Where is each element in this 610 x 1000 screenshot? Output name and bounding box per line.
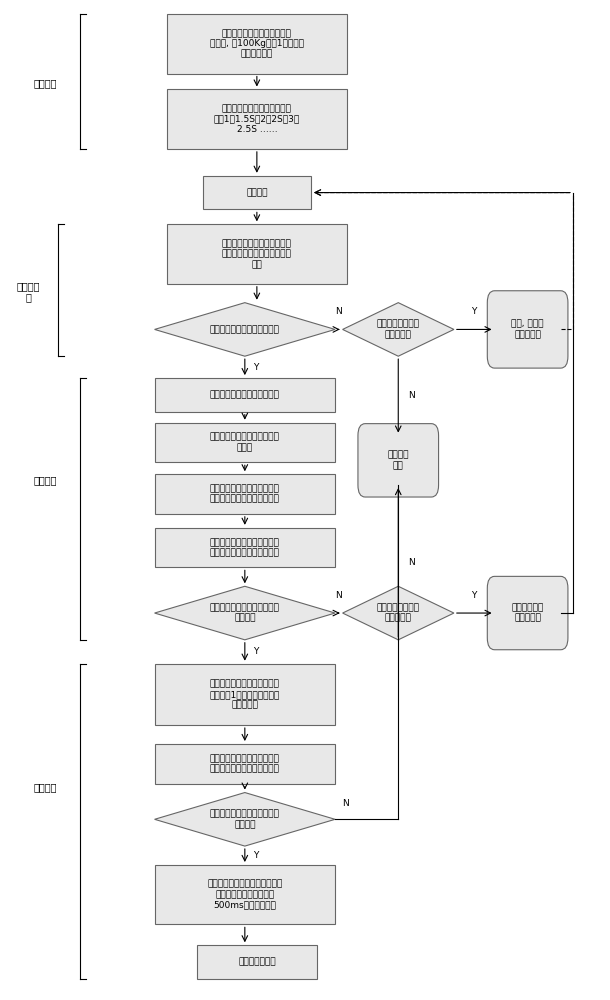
FancyBboxPatch shape	[487, 576, 568, 650]
Text: 计算磁盘重量与设定值的差值: 计算磁盘重量与设定值的差值	[210, 390, 280, 399]
Text: 根据档位将其对应的初始放料
时间赋值给磁盘放料控制模块: 根据档位将其对应的初始放料 时间赋值给磁盘放料控制模块	[210, 484, 280, 504]
Text: Y: Y	[253, 647, 259, 656]
Text: 初始放料: 初始放料	[34, 475, 57, 485]
Text: N: N	[336, 307, 342, 316]
FancyBboxPatch shape	[167, 224, 347, 284]
Text: 磁盘放料控制模块自动在当前的
磁盘放料时间基础上增加
500ms，再次放料。: 磁盘放料控制模块自动在当前的 磁盘放料时间基础上增加 500ms，再次放料。	[207, 880, 282, 910]
FancyBboxPatch shape	[154, 865, 335, 924]
Polygon shape	[343, 586, 454, 640]
Text: 配料开始: 配料开始	[246, 188, 268, 197]
FancyBboxPatch shape	[154, 664, 335, 725]
Text: 磁盘重量是否小于
重量下限？: 磁盘重量是否小于 重量下限？	[377, 603, 420, 623]
Text: Y: Y	[253, 363, 259, 372]
Text: 将磁盘放料控制模块的放料时
间赋值为1档放料时间，即最
小放料时间: 将磁盘放料控制模块的放料时 间赋值为1档放料时间，即最 小放料时间	[210, 679, 280, 709]
FancyBboxPatch shape	[203, 176, 311, 209]
Polygon shape	[343, 303, 454, 356]
Text: 第一次判
断: 第一次判 断	[16, 281, 40, 303]
Text: 磁盘放料控制模块根据放料时
间开始放料，时间到放料结束: 磁盘放料控制模块根据放料时 间开始放料，时间到放料结束	[210, 538, 280, 557]
Text: 磁盘重量是否大于重量上限？: 磁盘重量是否大于重量上限？	[210, 325, 280, 334]
Text: 本次配料
结束: 本次配料 结束	[387, 451, 409, 470]
FancyBboxPatch shape	[167, 14, 347, 74]
Text: Y: Y	[472, 591, 477, 600]
Text: 配料失败，放
料重新配料: 配料失败，放 料重新配料	[512, 603, 544, 623]
FancyBboxPatch shape	[487, 291, 568, 368]
Text: Y: Y	[472, 307, 477, 316]
Text: N: N	[343, 799, 350, 808]
Polygon shape	[154, 793, 335, 846]
Text: 将磁盘重量与设定值的差值进
行分档, 每100Kg分为1档，差值
越大档位越高: 将磁盘重量与设定值的差值进 行分档, 每100Kg分为1档，差值 越大档位越高	[210, 29, 304, 59]
Text: 准备阶段: 准备阶段	[34, 78, 57, 88]
FancyBboxPatch shape	[154, 744, 335, 784]
Text: N: N	[336, 591, 342, 600]
FancyBboxPatch shape	[154, 528, 335, 567]
Text: 再次判断磁盘重量是否大于重
量上限？: 再次判断磁盘重量是否大于重 量上限？	[210, 810, 280, 829]
Text: 磁盘重量是否小于
重量下限？: 磁盘重量是否小于 重量下限？	[377, 320, 420, 339]
FancyBboxPatch shape	[154, 423, 335, 462]
Polygon shape	[154, 586, 335, 640]
Text: 根据计算出来的差值判断其所
属档位: 根据计算出来的差值判断其所 属档位	[210, 433, 280, 452]
Text: 磁盘放料控制模块根据放料时
间再次放料，时间到放料结束: 磁盘放料控制模块根据放料时 间再次放料，时间到放料结束	[210, 754, 280, 773]
Text: N: N	[408, 391, 415, 400]
FancyBboxPatch shape	[196, 945, 317, 979]
Text: 根据所需料的设定值与误差设
定值计算出本次配料的重量上
下限: 根据所需料的设定值与误差设 定值计算出本次配料的重量上 下限	[222, 239, 292, 269]
Text: 循环放料: 循环放料	[34, 783, 57, 793]
Text: 给不同的档位分配初始放料时
间，1档1.5S，2档2S，3档
2.5S ……: 给不同的档位分配初始放料时 间，1档1.5S，2档2S，3档 2.5S ……	[214, 104, 300, 134]
FancyBboxPatch shape	[154, 474, 335, 514]
FancyBboxPatch shape	[154, 378, 335, 412]
Polygon shape	[154, 303, 335, 356]
FancyBboxPatch shape	[167, 89, 347, 149]
FancyBboxPatch shape	[358, 424, 439, 497]
Text: N: N	[408, 558, 415, 567]
Text: 再次判断磁盘重量是否大于重
量上限？: 再次判断磁盘重量是否大于重 量上限？	[210, 603, 280, 623]
Text: 计重, 然后准
备下次配料: 计重, 然后准 备下次配料	[511, 320, 544, 339]
Text: 时间到放料结束: 时间到放料结束	[238, 958, 276, 967]
Text: Y: Y	[253, 851, 259, 860]
